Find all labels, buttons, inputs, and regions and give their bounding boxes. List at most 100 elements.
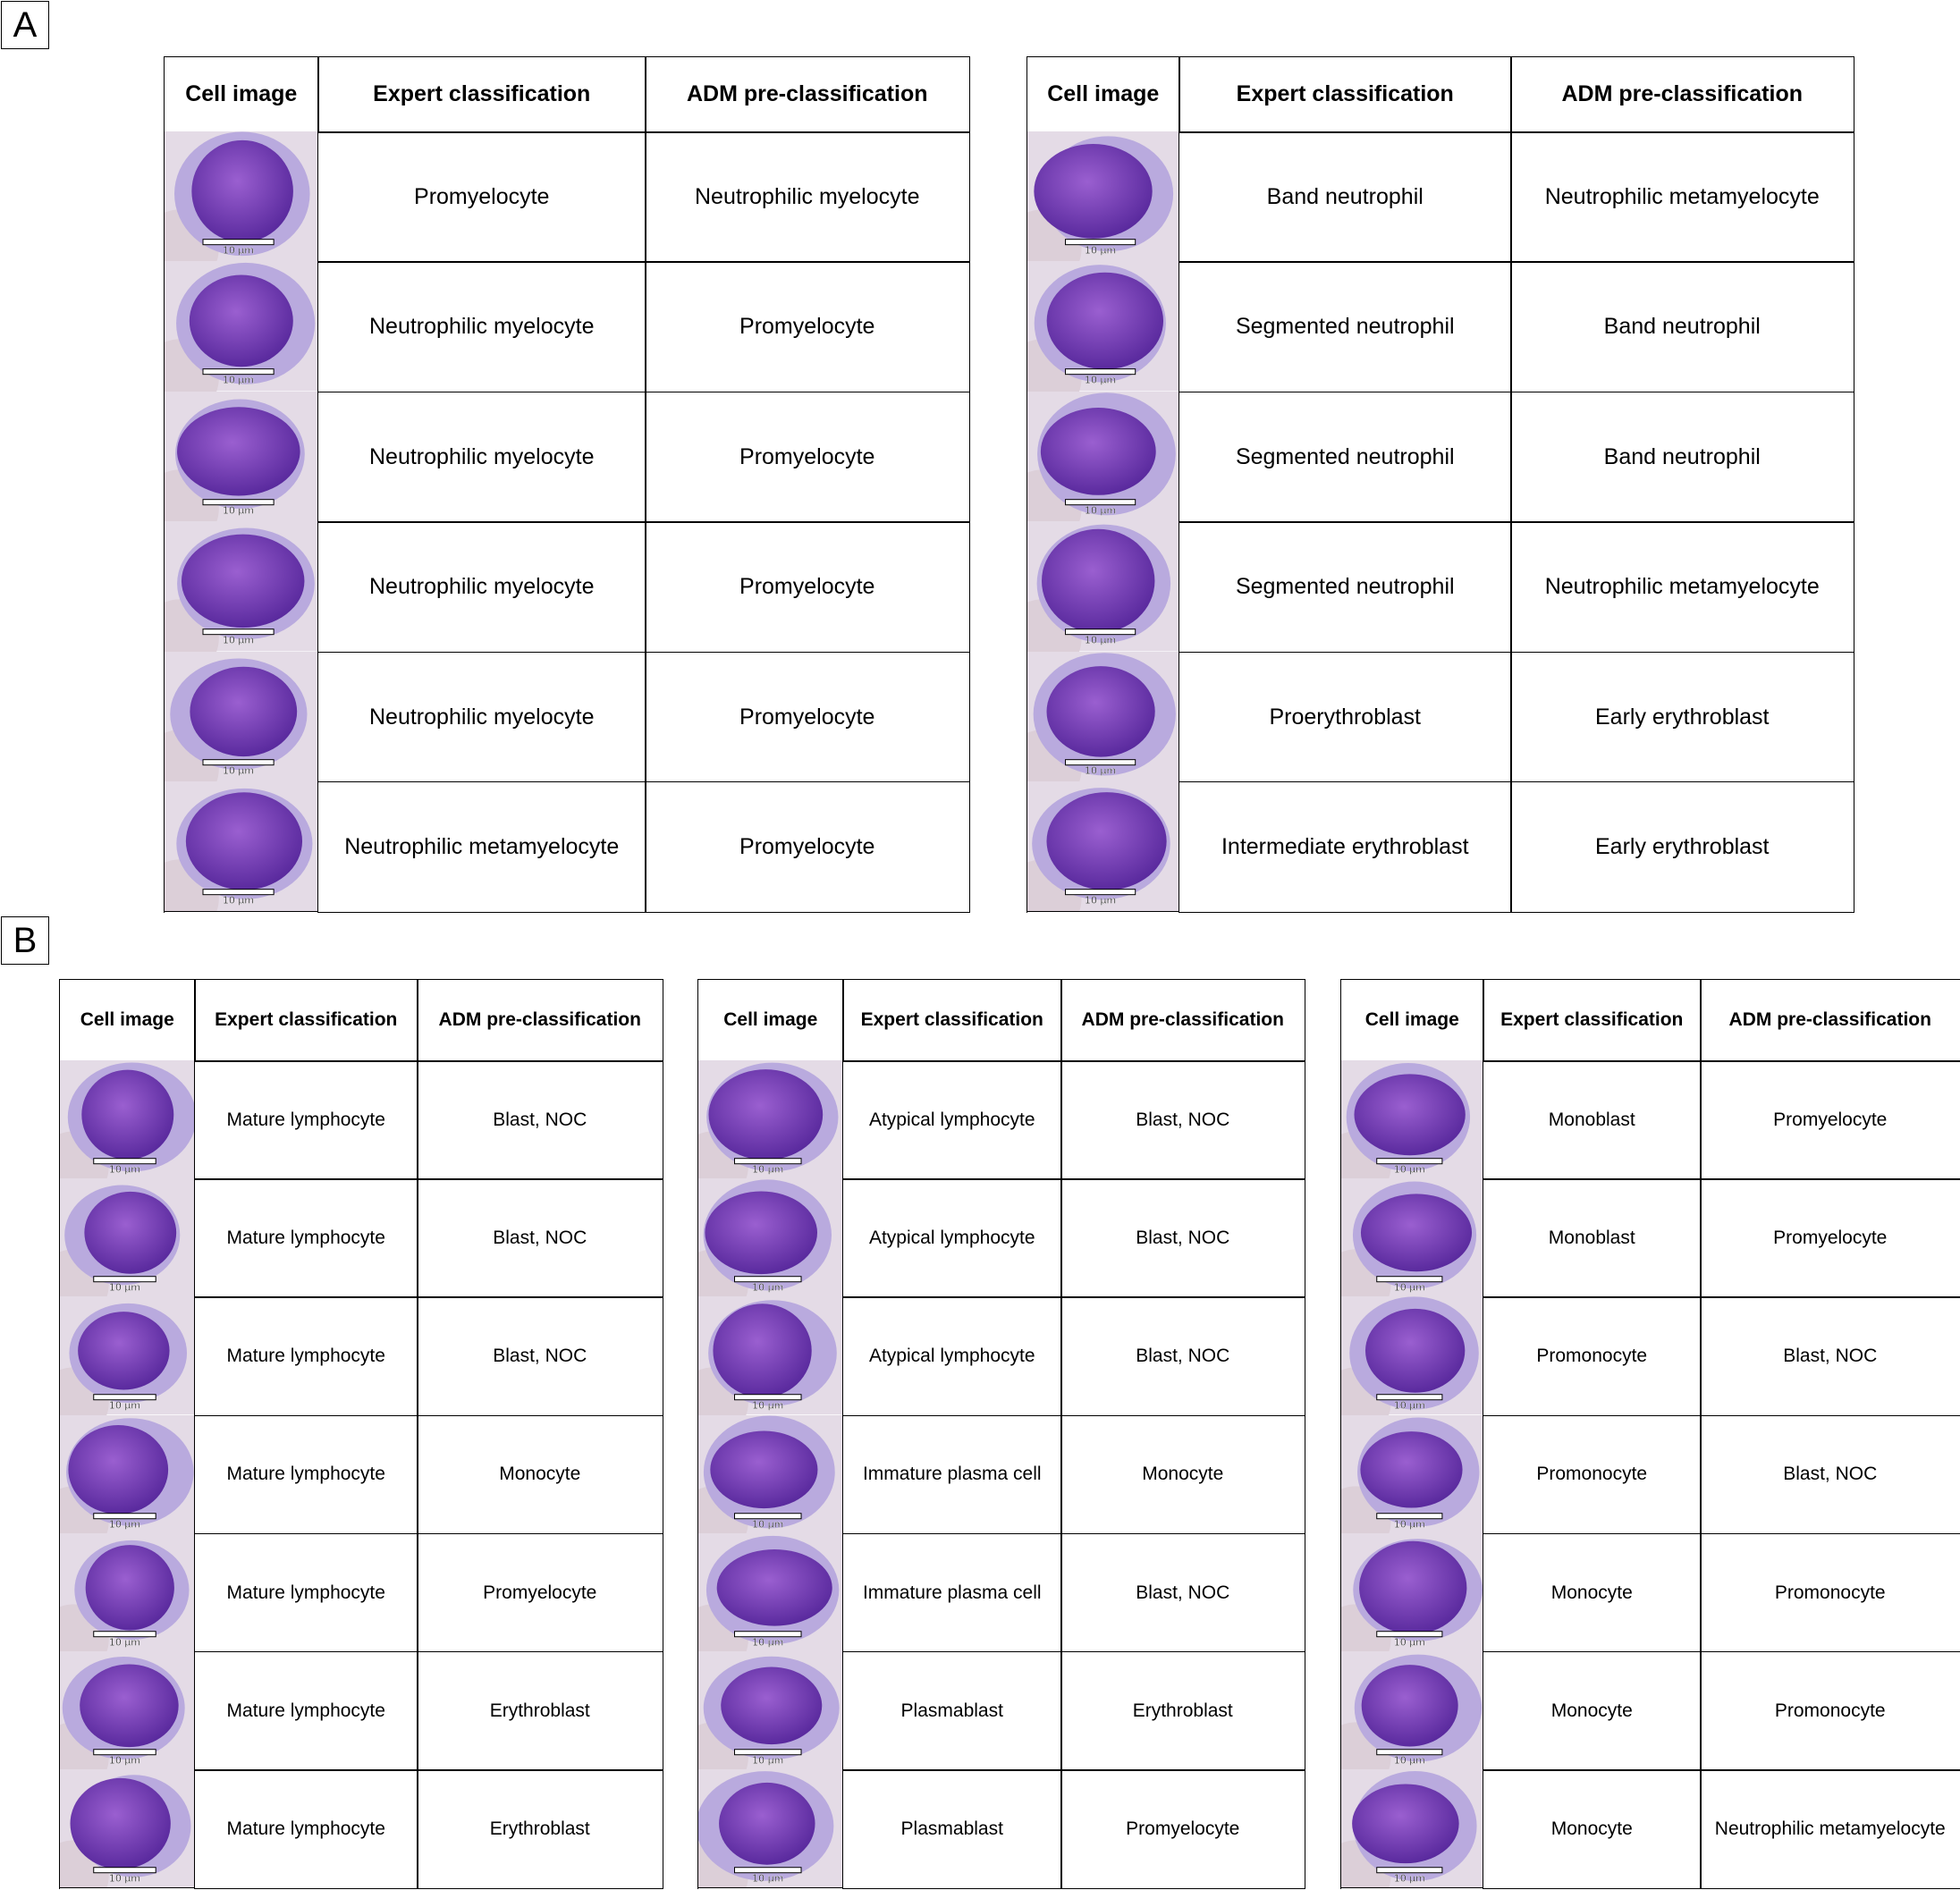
cell-image: 10 µm — [165, 261, 318, 392]
cell-image: 10 µm — [60, 1060, 195, 1179]
expert-classification: Mature lymphocyte — [194, 1769, 418, 1889]
nucleus — [185, 792, 303, 890]
adm-classification: Early erythroblast — [1510, 651, 1854, 783]
cell-image: 10 µm — [60, 1414, 195, 1533]
scale-bar-label: 10 µm — [1085, 764, 1116, 776]
adm-classification: Monocyte — [1060, 1414, 1305, 1535]
scale-bar — [734, 1749, 802, 1756]
image-cell: 10 µm — [164, 131, 319, 263]
image-cell: 10 µm — [697, 1178, 844, 1298]
adm-classification: Promyelocyte — [1060, 1769, 1305, 1889]
scale-bar — [734, 1158, 802, 1165]
expert-classification: Neutrophilic myelocyte — [317, 521, 646, 654]
image-cell: 10 µm — [59, 1769, 196, 1889]
image-cell: 10 µm — [1340, 1414, 1484, 1535]
header-cell: Cell image — [1026, 56, 1180, 133]
scale-bar-label: 10 µm — [1394, 1164, 1425, 1176]
adm-classification: Promyelocyte — [645, 261, 970, 393]
adm-classification: Blast, NOC — [1060, 1532, 1305, 1653]
image-cell: 10 µm — [1026, 131, 1180, 263]
expert-classification: Plasmablast — [842, 1651, 1062, 1771]
cell-image: 10 µm — [60, 1651, 195, 1770]
expert-classification: Neutrophilic myelocyte — [317, 651, 646, 783]
cell-image: 10 µm — [1027, 651, 1179, 781]
adm-classification: Promonocyte — [1700, 1651, 1960, 1771]
header-cell: Cell image — [1340, 979, 1484, 1062]
nucleus — [713, 1304, 812, 1398]
adm-classification: Neutrophilic metamyelocyte — [1510, 131, 1854, 263]
scale-bar-label: 10 µm — [1394, 1637, 1425, 1649]
nucleus — [1352, 1784, 1459, 1864]
cell-image: 10 µm — [60, 1178, 195, 1297]
image-cell: 10 µm — [697, 1296, 844, 1417]
cell-image: 10 µm — [1341, 1769, 1483, 1888]
cell-image: 10 µm — [165, 651, 318, 781]
nucleus — [1354, 1074, 1466, 1156]
expert-classification: Promyelocyte — [317, 131, 646, 263]
panel-label: A — [1, 1, 49, 49]
image-cell: 10 µm — [164, 781, 319, 913]
panel-label: B — [1, 916, 49, 965]
image-cell: 10 µm — [59, 1651, 196, 1771]
scale-bar-label: 10 µm — [223, 895, 254, 907]
header-cell: Expert classification — [317, 56, 646, 133]
scale-bar-label: 10 µm — [1085, 375, 1116, 386]
scale-bar-label: 10 µm — [752, 1282, 783, 1294]
cell-image: 10 µm — [1341, 1414, 1483, 1533]
expert-classification: Immature plasma cell — [842, 1532, 1062, 1653]
table-bottom-border — [1026, 911, 1179, 913]
image-cell: 10 µm — [59, 1414, 196, 1535]
nucleus — [68, 1424, 169, 1515]
expert-classification: Promonocyte — [1483, 1296, 1702, 1417]
scale-bar-label: 10 µm — [1394, 1755, 1425, 1767]
cell-image: 10 µm — [60, 1296, 195, 1415]
image-cell: 10 µm — [1026, 521, 1180, 654]
adm-classification: Blast, NOC — [1060, 1060, 1305, 1180]
expert-classification: Neutrophilic myelocyte — [317, 391, 646, 523]
image-cell: 10 µm — [697, 1769, 844, 1889]
nucleus — [78, 1312, 170, 1390]
scale-bar-label: 10 µm — [223, 635, 254, 646]
scale-bar-label: 10 µm — [109, 1873, 140, 1885]
cell-image: 10 µm — [1341, 1060, 1483, 1179]
adm-classification: Neutrophilic metamyelocyte — [1510, 521, 1854, 654]
image-cell: 10 µm — [1340, 1769, 1484, 1889]
header-cell: Expert classification — [1483, 979, 1702, 1062]
image-cell: 10 µm — [1340, 1651, 1484, 1771]
table-bottom-border — [164, 911, 317, 913]
nucleus — [189, 274, 293, 367]
adm-classification: Erythroblast — [1060, 1651, 1305, 1771]
cell-image: 10 µm — [1027, 781, 1179, 912]
scale-bar — [202, 758, 275, 765]
scale-bar — [734, 1276, 802, 1283]
image-cell: 10 µm — [1340, 1296, 1484, 1417]
nucleus — [70, 1778, 171, 1869]
scale-bar — [93, 1512, 156, 1519]
adm-classification: Promonocyte — [1700, 1532, 1960, 1653]
nucleus — [721, 1666, 823, 1745]
image-cell: 10 µm — [164, 261, 319, 393]
expert-classification: Neutrophilic myelocyte — [317, 261, 646, 393]
expert-classification: Segmented neutrophil — [1179, 261, 1512, 393]
scale-bar-label: 10 µm — [752, 1518, 783, 1530]
scale-bar-label: 10 µm — [223, 504, 254, 516]
expert-classification: Neutrophilic metamyelocyte — [317, 781, 646, 913]
cell-image: 10 µm — [1341, 1296, 1483, 1415]
expert-classification: Atypical lymphocyte — [842, 1296, 1062, 1417]
nucleus — [1364, 1309, 1466, 1394]
scale-bar — [1376, 1158, 1443, 1165]
cell-image: 10 µm — [1027, 521, 1179, 652]
cell-image: 10 µm — [698, 1651, 843, 1770]
image-cell: 10 µm — [697, 1532, 844, 1653]
adm-classification: Band neutrophil — [1510, 261, 1854, 393]
expert-classification: Mature lymphocyte — [194, 1651, 418, 1771]
nucleus — [84, 1192, 177, 1274]
scale-bar — [1376, 1394, 1443, 1401]
adm-classification: Blast, NOC — [1700, 1296, 1960, 1417]
image-cell: 10 µm — [697, 1414, 844, 1535]
cell-image: 10 µm — [698, 1178, 843, 1297]
header-cell: ADM pre-classification — [417, 979, 663, 1062]
scale-bar — [93, 1158, 156, 1165]
scale-bar-label: 10 µm — [1394, 1518, 1425, 1530]
